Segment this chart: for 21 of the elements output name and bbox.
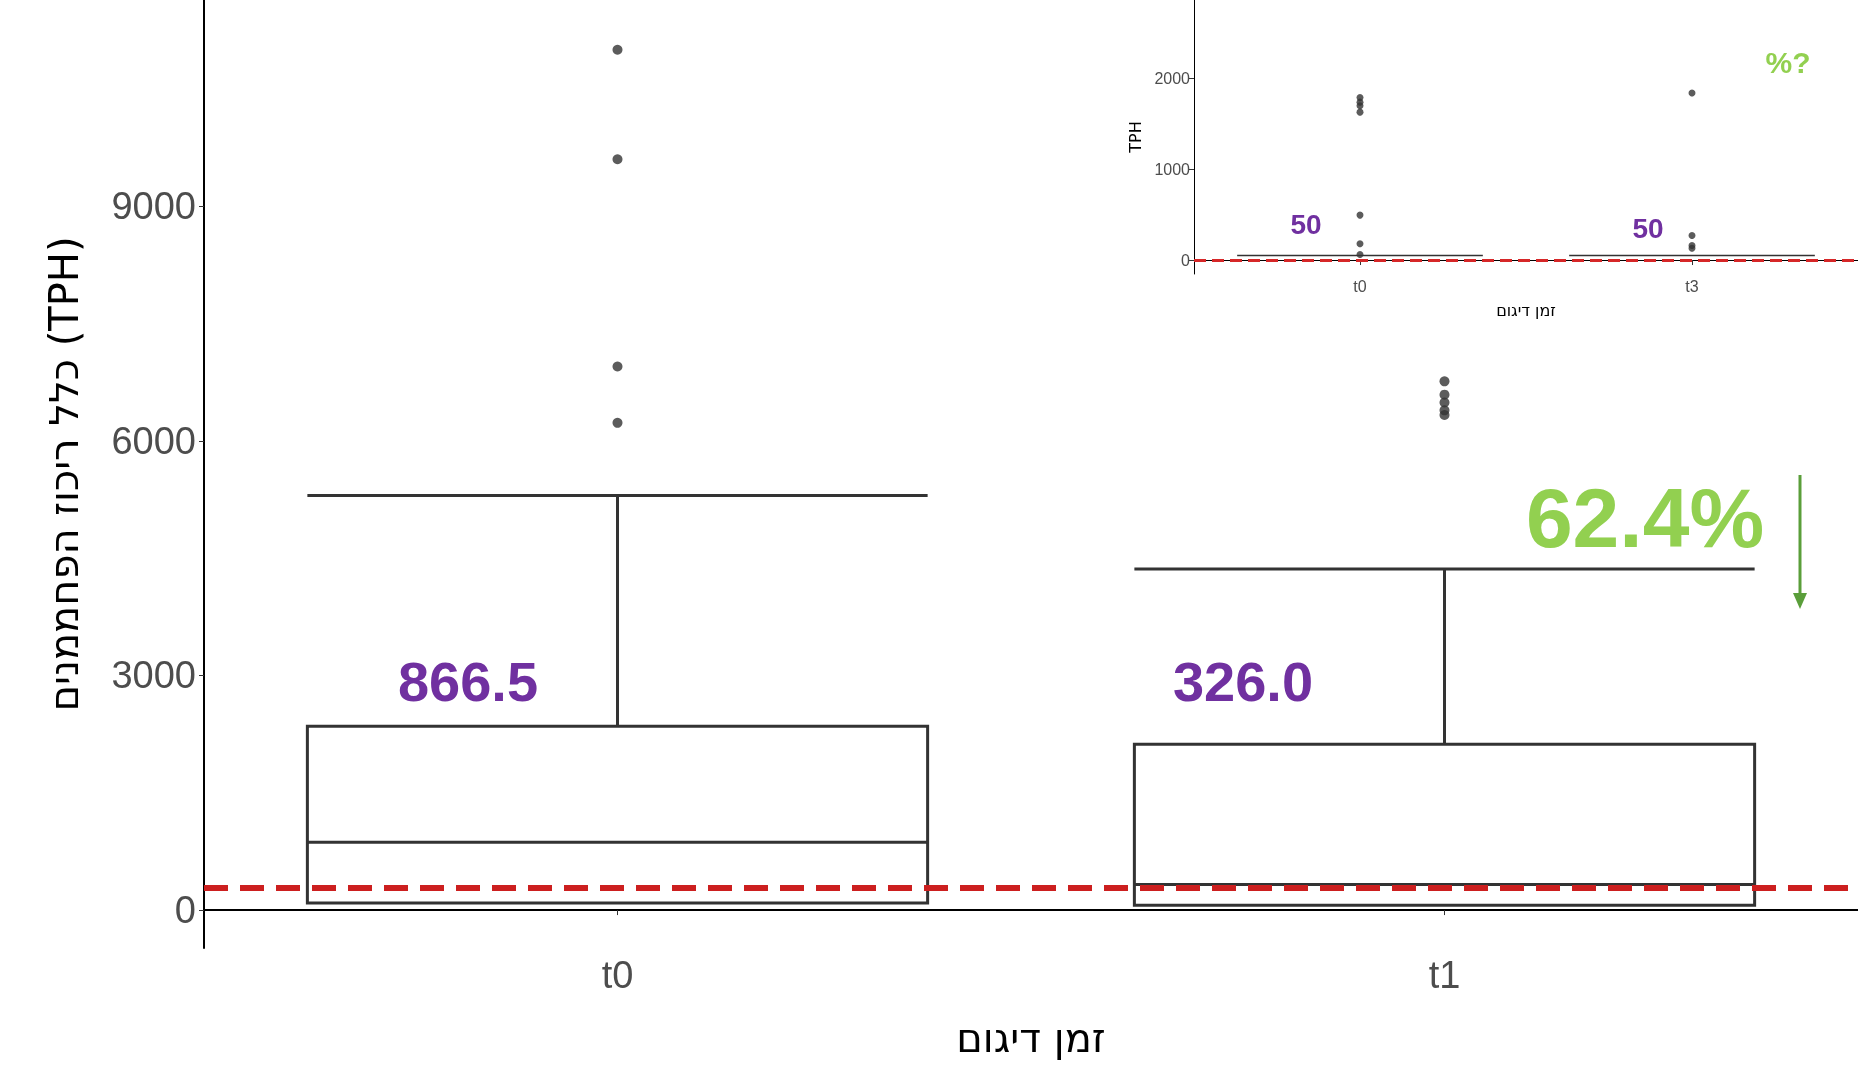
y-tick-label: 6000 [111, 419, 196, 462]
annotation: 50 [1632, 212, 1664, 244]
x-axis-title: זמן דיגום [956, 1015, 1106, 1061]
annotation: 62.4% [1525, 471, 1765, 565]
y-tick-label: 9000 [111, 185, 196, 228]
annotation: %? [1765, 45, 1811, 79]
y-tick-label: 3000 [111, 654, 196, 697]
annotation: 50 [1290, 208, 1322, 240]
x-tick-label: t3 [1685, 277, 1699, 295]
y-axis-title: כלל ריכוז הפחממנים (TPH) [41, 236, 87, 712]
annotation: 866.5 [397, 649, 539, 713]
y-tick-label: 0 [1181, 251, 1191, 269]
x-tick-label: t1 [1428, 954, 1461, 996]
annotation: 326.0 [1172, 649, 1314, 713]
x-axis-title: זמן דיגום [1496, 300, 1556, 320]
x-tick-label: t0 [601, 954, 634, 996]
y-tick-label: 2000 [1154, 70, 1191, 88]
y-tick-label: 0 [174, 889, 196, 932]
x-tick-label: t0 [1353, 277, 1367, 295]
y-tick-label: 1000 [1154, 160, 1191, 178]
y-axis-title: TPH [1126, 121, 1146, 154]
